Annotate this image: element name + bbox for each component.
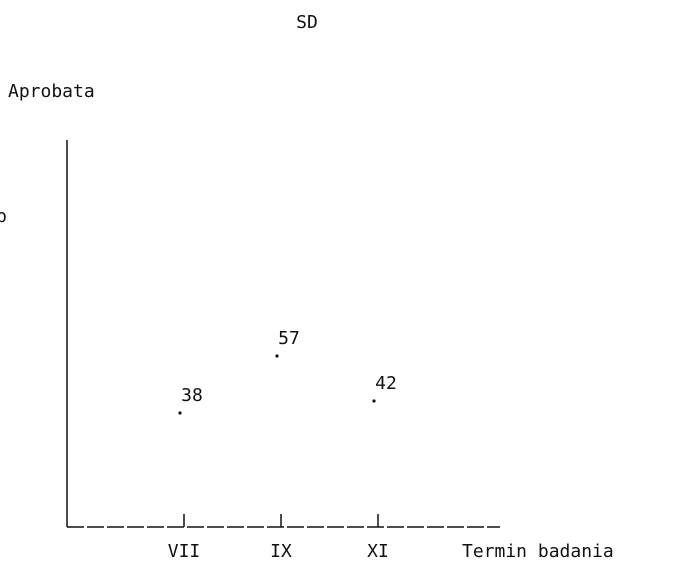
chart-title: SD (296, 12, 318, 33)
data-point-xi (372, 399, 376, 403)
data-point-ix (275, 354, 279, 358)
data-point-vii (178, 411, 182, 415)
x-axis-label: Termin badania (462, 541, 614, 562)
data-labels: 38 57 42 (181, 328, 397, 406)
x-tick-label-ix: IX (270, 541, 292, 562)
x-tick-label-vii: VII (168, 541, 201, 562)
data-points (178, 354, 376, 415)
y-axis-label: Aprobata (8, 81, 95, 102)
x-axis-ticks (183, 514, 379, 527)
x-axis-tick-labels: VII IX XI (168, 541, 389, 562)
x-tick-label-xi: XI (367, 541, 389, 562)
data-label-ix: 57 (278, 328, 300, 349)
y-axis-label-fragment: b (0, 206, 7, 227)
data-label-xi: 42 (375, 373, 397, 394)
data-label-vii: 38 (181, 385, 203, 406)
